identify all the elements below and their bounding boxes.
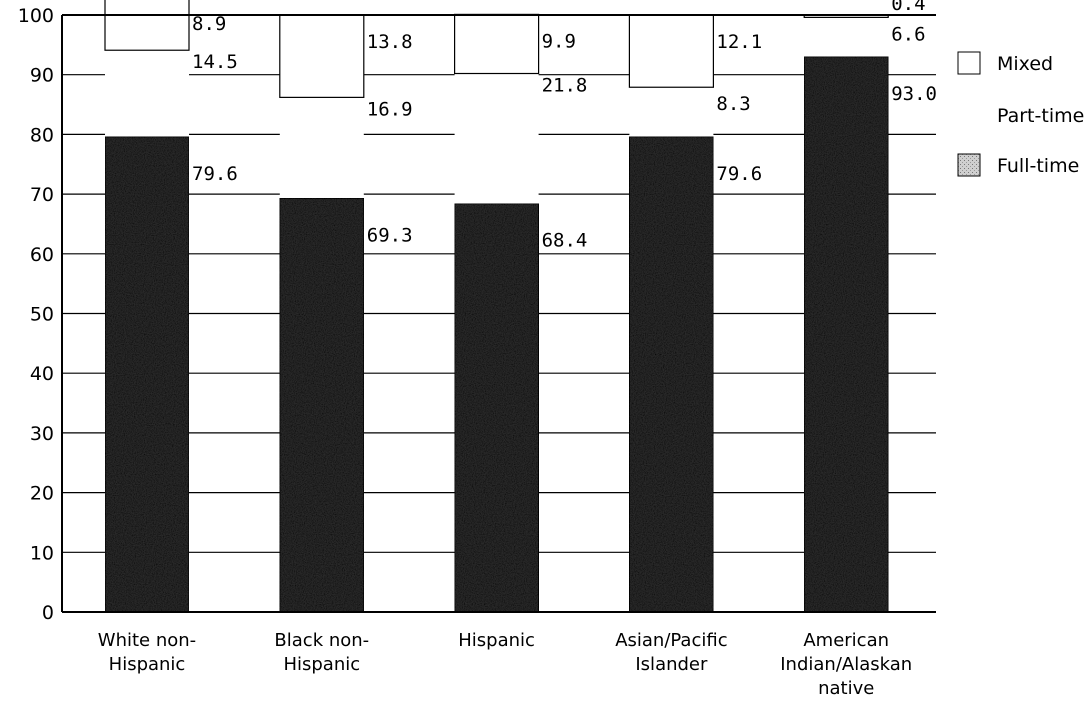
bar-full-time bbox=[454, 203, 540, 613]
data-label-part-time: 6.6 bbox=[891, 23, 925, 45]
y-tick-label: 40 bbox=[30, 363, 54, 385]
data-label-full-time: 69.3 bbox=[367, 224, 413, 246]
y-tick-label: 60 bbox=[30, 244, 54, 266]
bar-part-time bbox=[804, 17, 889, 57]
y-tick-label: 90 bbox=[30, 65, 54, 87]
bar-full-time bbox=[279, 197, 365, 613]
y-tick-label: 70 bbox=[30, 184, 54, 206]
x-tick-label: Hispanic bbox=[458, 630, 535, 651]
data-label-mixed: 12.1 bbox=[716, 31, 762, 53]
bar-mixed bbox=[279, 14, 365, 98]
y-axis: 0 10 20 30 40 50 60 70 80 90 100 bbox=[18, 5, 936, 624]
x-tick-label-line: White non- bbox=[98, 630, 196, 651]
bar-part-time bbox=[279, 97, 364, 199]
data-label-part-time: 14.5 bbox=[192, 51, 238, 73]
x-tick-label: Asian/Pacific Islander bbox=[615, 630, 727, 675]
x-tick-label: Black non- Hispanic bbox=[274, 630, 369, 675]
bar-full-time bbox=[803, 56, 889, 613]
bar-mixed bbox=[104, 0, 190, 51]
bar-mixed bbox=[628, 14, 715, 88]
y-tick-label: 80 bbox=[30, 124, 54, 146]
legend-label: Part-time bbox=[997, 105, 1084, 127]
x-tick-label-line: American bbox=[803, 630, 889, 651]
y-tick-label: 30 bbox=[30, 423, 54, 445]
y-tick-label: 50 bbox=[30, 304, 54, 326]
data-label-full-time: 68.4 bbox=[542, 230, 588, 252]
legend-label: Full-time bbox=[997, 155, 1079, 177]
bars bbox=[104, 0, 889, 613]
bar-mixed bbox=[454, 13, 540, 75]
data-label-part-time: 21.8 bbox=[542, 75, 588, 97]
bar-part-time bbox=[629, 87, 714, 137]
y-tick-label: 0 bbox=[42, 602, 54, 624]
data-label-full-time: 93.0 bbox=[891, 83, 937, 105]
y-tick-label: 100 bbox=[18, 5, 54, 27]
legend-swatch-mixed bbox=[957, 51, 981, 75]
x-tick-label: White non- Hispanic bbox=[98, 630, 196, 675]
x-axis: White non- Hispanic Black non- Hispanic Hisp… bbox=[62, 611, 936, 699]
y-tick-label: 10 bbox=[30, 542, 54, 564]
data-label-full-time: 79.6 bbox=[716, 163, 762, 185]
data-label-part-time: 8.3 bbox=[716, 93, 750, 115]
data-label-mixed: 8.9 bbox=[192, 13, 226, 35]
y-tick-label: 20 bbox=[30, 483, 54, 505]
legend-swatch-full-time bbox=[957, 153, 981, 177]
data-label-mixed: 0.4 bbox=[891, 0, 925, 15]
x-tick-label-line: Black non- bbox=[274, 630, 369, 651]
bar-part-time bbox=[105, 50, 189, 137]
data-label-mixed: 13.8 bbox=[367, 31, 413, 53]
x-tick-label-line: native bbox=[818, 678, 874, 699]
x-tick-label-line: Hispanic bbox=[283, 654, 360, 675]
x-tick-label: American Indian/Alaskan native bbox=[780, 630, 912, 699]
data-label-full-time: 79.6 bbox=[192, 163, 238, 185]
legend: Mixed Part-time Full-time bbox=[957, 51, 1084, 177]
data-labels: 8.9 14.5 79.6 13.8 16.9 69.3 9.9 21.8 68.4 12.1 8.… bbox=[192, 0, 937, 252]
x-tick-label-line: Indian/Alaskan bbox=[780, 654, 912, 675]
data-label-mixed: 9.9 bbox=[542, 30, 576, 52]
bar-full-time bbox=[104, 136, 190, 613]
bar-part-time bbox=[454, 73, 539, 204]
legend-label: Mixed bbox=[997, 53, 1053, 75]
data-label-part-time: 16.9 bbox=[367, 98, 413, 120]
bar-full-time bbox=[628, 136, 715, 613]
x-tick-label-line: Hispanic bbox=[458, 630, 535, 651]
x-tick-label-line: Hispanic bbox=[109, 654, 186, 675]
x-tick-label-line: Islander bbox=[635, 654, 708, 675]
x-tick-label-line: Asian/Pacific bbox=[615, 630, 727, 651]
